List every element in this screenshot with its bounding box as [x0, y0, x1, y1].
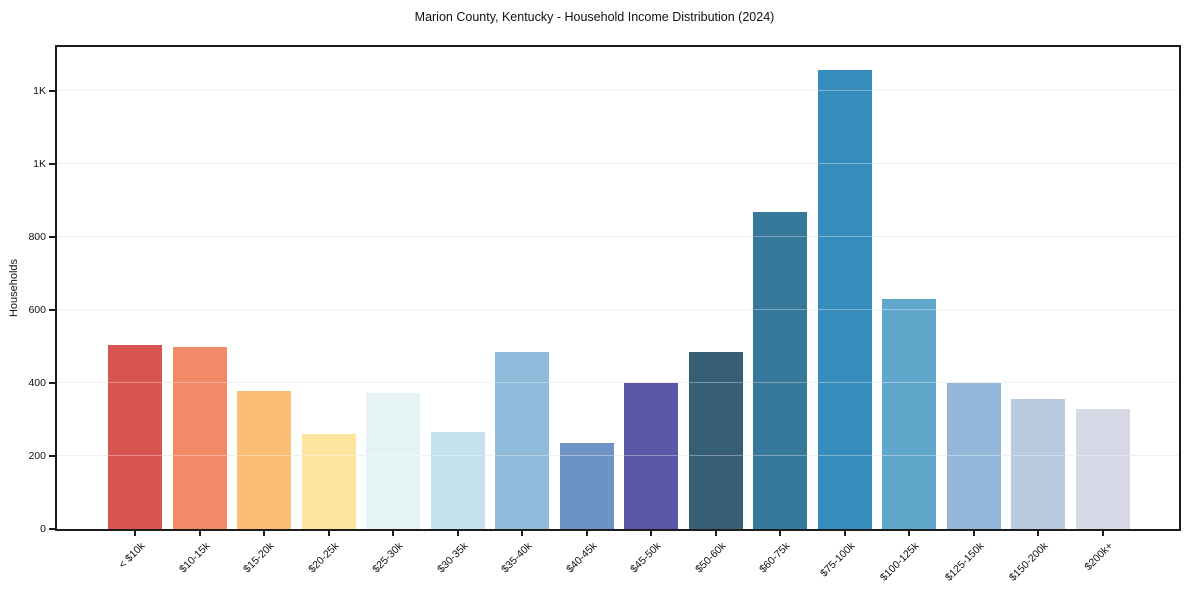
x-tick-label: < $10k — [116, 540, 148, 571]
x-tick-mark — [779, 531, 782, 536]
x-tick-label: $100-125k — [878, 540, 922, 584]
x-tick-mark — [1037, 531, 1040, 536]
x-tick-label: $20-25k — [305, 540, 342, 576]
y-tick-mark — [49, 381, 55, 384]
y-tick-label: 600 — [28, 303, 46, 316]
gridline — [57, 309, 1179, 311]
x-tick-label: $125-150k — [942, 540, 987, 584]
gridline-overlay — [57, 90, 1179, 92]
x-tick-mark — [134, 531, 136, 536]
plot-area — [55, 45, 1181, 531]
bar-50-60k — [688, 352, 743, 529]
x-tick-mark — [327, 531, 330, 536]
y-tick-mark — [49, 89, 55, 92]
x-tick-mark — [714, 531, 717, 536]
bar-150-200k — [1011, 399, 1066, 529]
bar-20-25k — [301, 434, 356, 529]
x-tick-label: $45-50k — [628, 540, 664, 576]
x-tick-mark — [456, 531, 459, 536]
bar-60-75k — [753, 211, 808, 529]
bar-200k — [1075, 409, 1130, 529]
gridline — [57, 382, 1179, 384]
y-tick-label: 400 — [28, 376, 46, 389]
bar-75-100k — [817, 70, 872, 529]
x-tick-label: $15-20k — [241, 540, 277, 576]
bar-125-150k — [946, 383, 1001, 529]
x-tick-label: $200k+ — [1082, 540, 1116, 574]
bar-40-45k — [559, 443, 614, 529]
x-tick-label: $25-30k — [370, 540, 406, 576]
bar-10-15k — [172, 346, 227, 529]
x-tick-mark — [585, 531, 588, 536]
gridline — [57, 163, 1179, 165]
x-tick-label: $10-15k — [176, 540, 213, 576]
gridline-overlay — [57, 382, 1179, 384]
x-tick-label: $50-60k — [692, 540, 729, 576]
x-tick-label: $30-35k — [434, 540, 471, 576]
x-tick-mark — [263, 531, 266, 536]
bar-30-35k — [430, 432, 485, 529]
gridline-overlay — [57, 163, 1179, 165]
y-tick-label: 800 — [28, 230, 46, 243]
x-tick-mark — [972, 531, 975, 536]
x-tick-mark — [1101, 531, 1104, 536]
x-tick-mark — [908, 531, 911, 536]
x-tick-label: $40-45k — [563, 540, 600, 576]
x-tick-label: $150-200k — [1007, 540, 1051, 584]
bar-10k — [108, 345, 162, 529]
bar-35-40k — [495, 352, 550, 529]
y-tick-mark — [49, 308, 55, 311]
x-tick-mark — [392, 531, 395, 536]
gridline-overlay — [57, 236, 1179, 238]
y-tick-mark — [49, 454, 55, 457]
y-tick-label: 200 — [28, 449, 46, 462]
chart-title: Marion County, Kentucky - Household Inco… — [414, 10, 775, 24]
bar-45-50k — [624, 383, 679, 529]
x-tick-label: $60-75k — [757, 540, 793, 576]
gridline — [57, 455, 1179, 457]
y-tick-label: 1K — [33, 157, 46, 170]
x-tick-mark — [521, 531, 524, 536]
bar-100-125k — [882, 298, 937, 529]
y-tick-label: 1K — [33, 84, 46, 97]
gridline-overlay — [57, 455, 1179, 457]
gridline — [57, 90, 1179, 92]
bar-15-20k — [237, 390, 292, 529]
x-tick-mark — [198, 531, 201, 536]
y-tick-mark — [49, 528, 55, 530]
x-tick-label: $35-40k — [499, 540, 535, 576]
y-tick-mark — [49, 162, 55, 165]
gridline — [57, 236, 1179, 238]
bar-25-30k — [366, 393, 421, 529]
y-tick-label: 0 — [40, 523, 46, 535]
gridline-overlay — [57, 309, 1179, 311]
y-tick-mark — [49, 235, 55, 238]
x-tick-label: $75-100k — [817, 540, 858, 580]
x-tick-mark — [843, 531, 846, 536]
x-tick-mark — [650, 531, 653, 536]
